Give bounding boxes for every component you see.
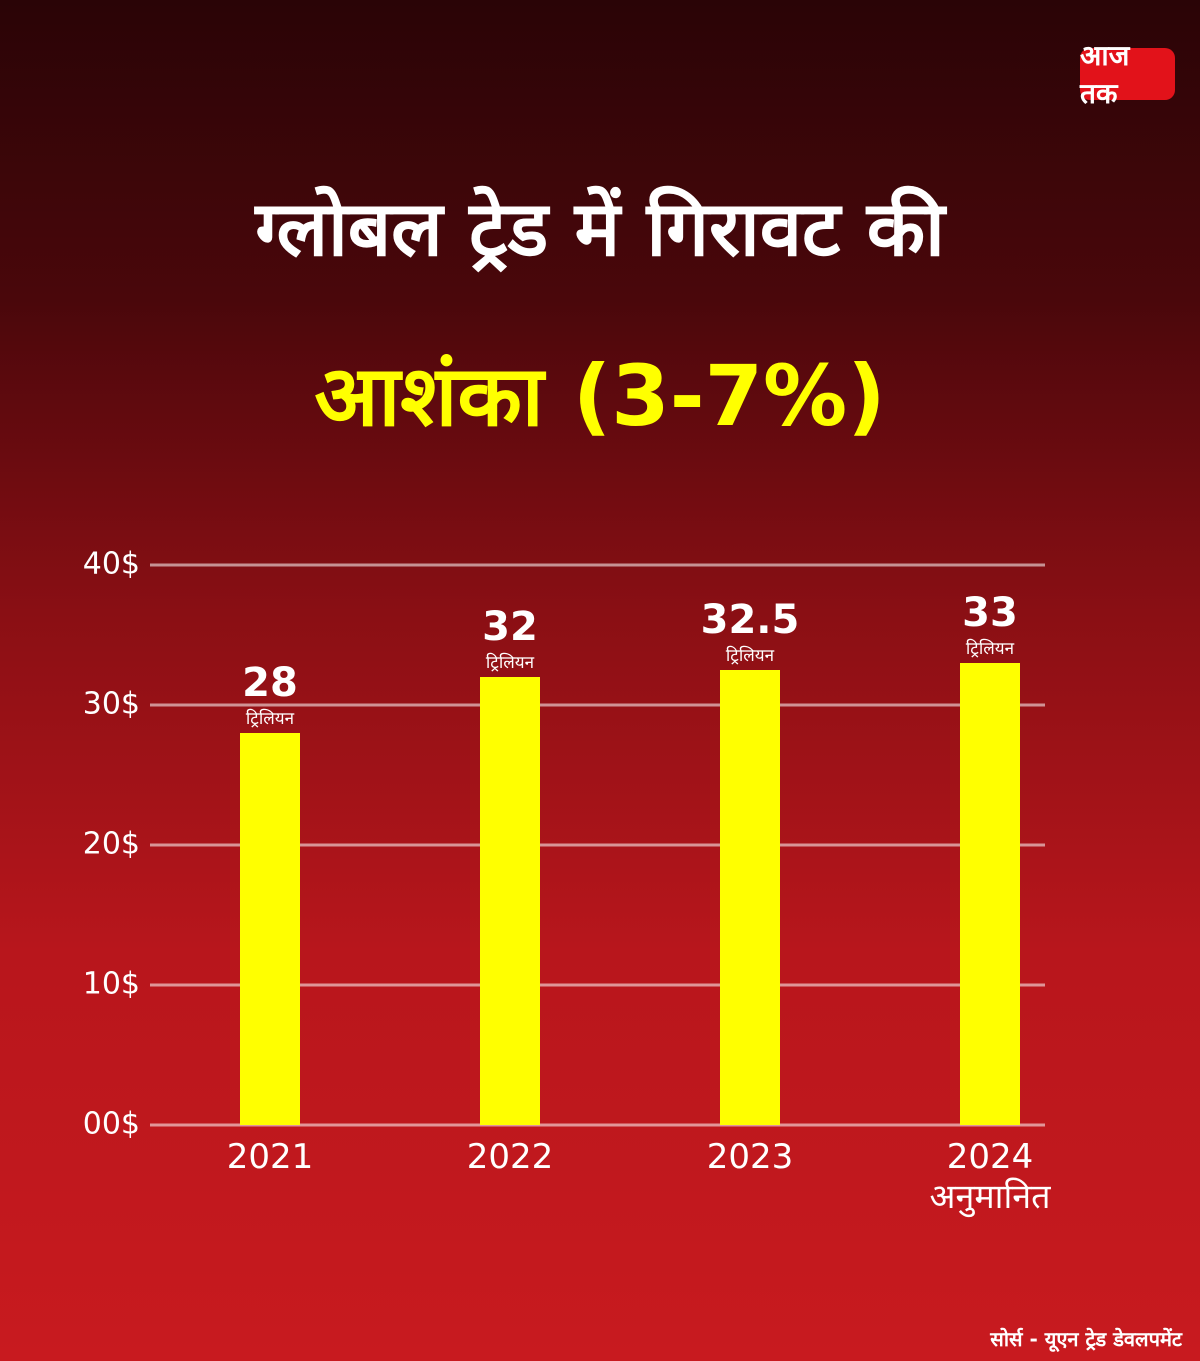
y-tick-label: 10$ (83, 967, 140, 1002)
value-unit: ट्रिलियन (726, 645, 775, 666)
x-tick-label: 2023 (706, 1137, 794, 1177)
value-label: 28 (242, 660, 298, 706)
bar (480, 677, 540, 1125)
value-unit: ट्रिलियन (246, 708, 295, 729)
chart-title: ग्लोबल ट्रेड में गिरावट की (255, 184, 945, 273)
bar (960, 663, 1020, 1125)
source: सोर्स - यूएन ट्रेड डेवलपमेंट (990, 1327, 1182, 1351)
x-tick-label: 2024 अनुमानित (929, 1137, 1051, 1217)
bar (240, 733, 300, 1125)
y-tick-label: 40$ (83, 547, 140, 582)
y-tick-label: 30$ (83, 687, 140, 722)
bar (720, 670, 780, 1125)
value-label: 32 (482, 604, 538, 650)
y-tick-label: 20$ (83, 827, 140, 862)
chart-subtitle: आशंका (3-7%) (314, 347, 886, 445)
y-tick-label: 00$ (83, 1107, 140, 1142)
x-tick-label: 2022 (466, 1137, 554, 1177)
x-tick-label: 2021 (226, 1137, 314, 1177)
value-label: 32.5 (701, 597, 800, 643)
value-unit: ट्रिलियन (486, 652, 535, 673)
value-unit: ट्रिलियन (966, 638, 1015, 659)
value-label: 33 (962, 590, 1018, 636)
